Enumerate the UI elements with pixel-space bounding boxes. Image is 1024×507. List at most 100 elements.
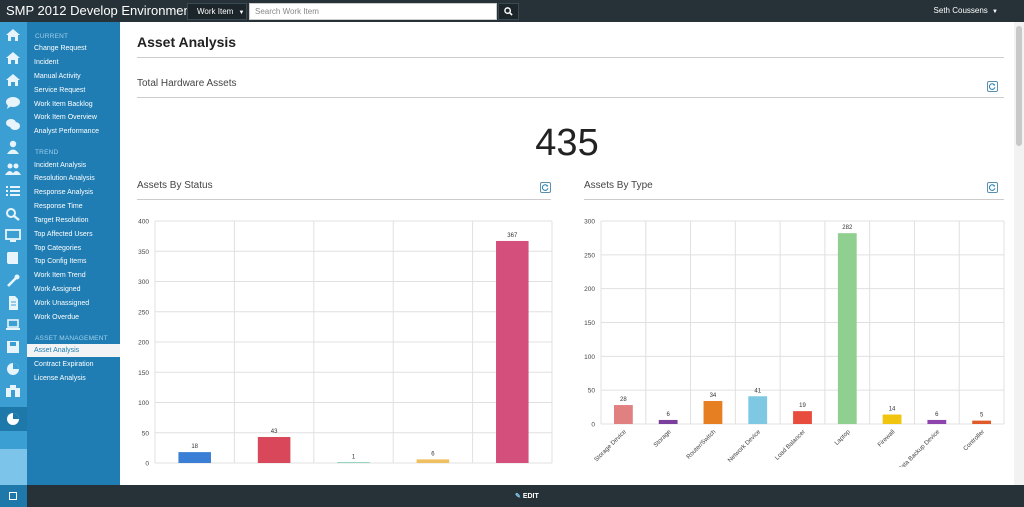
sidebar-item-resolution-analysis[interactable]: Resolution Analysis	[34, 175, 95, 182]
bar	[927, 419, 947, 424]
sidebar-item-incident-analysis[interactable]: Incident Analysis	[34, 162, 87, 169]
y-tick-label: 150	[138, 370, 149, 377]
sidebar-item-work-unassigned[interactable]: Work Unassigned	[34, 300, 90, 307]
sidebar-item-incident[interactable]: Incident	[34, 59, 59, 66]
y-tick-label: 0	[145, 461, 149, 468]
x-tick-label: Storage	[652, 428, 673, 449]
edit-button[interactable]: ✎ EDIT	[515, 492, 539, 500]
refresh-icon	[542, 184, 549, 191]
refresh-icon	[989, 184, 996, 191]
x-tick-label: Storage Device	[593, 428, 628, 463]
work-item-dropdown[interactable]: Work Item ▼	[187, 3, 247, 20]
x-tick-label: Controller	[962, 428, 986, 452]
sidebar-item-work-item-backlog[interactable]: Work Item Backlog	[34, 101, 93, 108]
sidebar-item-top-affected-users[interactable]: Top Affected Users	[34, 231, 93, 238]
total-hardware-value: 435	[535, 122, 599, 164]
pie-chart-icon[interactable]	[5, 412, 21, 426]
bar	[257, 436, 291, 463]
sidebar-item-manual-activity[interactable]: Manual Activity	[34, 73, 81, 80]
x-tick-label: Load Balancer	[774, 428, 807, 461]
comments-icon[interactable]	[5, 118, 21, 132]
sidebar-item-work-item-trend[interactable]: Work Item Trend	[34, 272, 86, 279]
bar	[337, 462, 370, 463]
sidebar-item-analyst-performance[interactable]: Analyst Performance	[34, 128, 99, 135]
list-icon[interactable]	[5, 184, 21, 198]
user-icon[interactable]	[5, 140, 21, 154]
total-hardware-title: Total Hardware Assets	[137, 78, 237, 89]
page-scrollbar[interactable]	[1014, 22, 1024, 485]
pencil-icon: ✎	[515, 493, 521, 500]
page-title: Asset Analysis	[137, 34, 237, 50]
bar	[613, 405, 633, 424]
bar	[703, 400, 723, 424]
y-tick-label: 250	[584, 252, 595, 259]
search-icon[interactable]	[5, 207, 21, 221]
refresh-total-button[interactable]	[987, 81, 998, 92]
data-label: 6	[935, 412, 939, 418]
data-label: 14	[889, 407, 896, 413]
user-menu[interactable]: Seth Coussens ▼	[934, 6, 998, 15]
save-icon[interactable]	[5, 340, 21, 354]
laptop-icon[interactable]	[5, 318, 21, 332]
bar	[748, 396, 768, 424]
monitor-icon[interactable]	[5, 229, 21, 243]
data-label: 19	[799, 403, 806, 409]
data-label: 34	[710, 393, 717, 399]
square-icon	[9, 492, 17, 500]
sidebar-header-current: CURRENT	[35, 33, 69, 40]
sidebar-item-work-assigned[interactable]: Work Assigned	[34, 286, 81, 293]
data-label: 6	[431, 451, 435, 457]
home-icon[interactable]	[5, 73, 21, 87]
bottom-toggle-button[interactable]	[0, 485, 27, 507]
pie-chart-icon[interactable]	[5, 362, 21, 376]
sidebar-item-license-analysis[interactable]: License Analysis	[34, 375, 86, 382]
type-divider	[584, 199, 1004, 200]
sidebar-item-asset-analysis[interactable]: Asset Analysis	[27, 344, 120, 357]
sidebar-item-contract-expiration[interactable]: Contract Expiration	[34, 361, 94, 368]
bar	[837, 233, 857, 424]
y-tick-label: 50	[588, 388, 596, 395]
bar	[416, 459, 450, 463]
data-label: 43	[271, 429, 278, 435]
refresh-type-button[interactable]	[987, 182, 998, 193]
sidebar-item-target-resolution[interactable]: Target Resolution	[34, 217, 89, 224]
data-label: 28	[620, 397, 627, 403]
sidebar-item-work-overdue[interactable]: Work Overdue	[34, 314, 79, 321]
sidebar-item-response-analysis[interactable]: Response Analysis	[34, 189, 94, 196]
refresh-status-button[interactable]	[540, 182, 551, 193]
file-icon[interactable]	[5, 296, 21, 310]
data-label: 282	[842, 225, 853, 231]
assets-by-type-title: Assets By Type	[584, 180, 653, 191]
sidebar-item-change-request[interactable]: Change Request	[34, 45, 87, 52]
assets-by-status-title: Assets By Status	[137, 180, 213, 191]
binoculars-icon[interactable]	[5, 384, 21, 398]
sidebar-item-response-time[interactable]: Response Time	[34, 203, 83, 210]
sidebar-item-top-categories[interactable]: Top Categories	[34, 245, 82, 252]
bottom-bar: ✎ EDIT	[0, 485, 1024, 507]
icon-rail	[0, 22, 27, 485]
users-icon[interactable]	[5, 162, 21, 176]
home-icon[interactable]	[5, 51, 21, 65]
app-title[interactable]: SMP 2012 Develop Environment	[6, 3, 195, 18]
work-item-dropdown-label: Work Item	[197, 7, 234, 16]
y-tick-label: 300	[138, 279, 149, 286]
search-button[interactable]	[498, 3, 519, 20]
home-icon[interactable]	[5, 28, 21, 42]
sidebar-item-service-request[interactable]: Service Request	[34, 87, 86, 94]
y-tick-label: 200	[584, 286, 595, 293]
comment-icon[interactable]	[5, 96, 21, 110]
search-input[interactable]	[249, 3, 497, 20]
book-icon[interactable]	[5, 251, 21, 265]
refresh-icon	[989, 83, 996, 90]
y-tick-label: 400	[138, 219, 149, 226]
wrench-icon[interactable]	[5, 274, 21, 288]
user-name: Seth Coussens	[933, 6, 988, 15]
sidebar-item-top-config-items[interactable]: Top Config Items	[34, 258, 87, 265]
sidebar-item-work-item-overview[interactable]: Work Item Overview	[34, 114, 97, 121]
y-tick-label: 350	[138, 249, 149, 256]
scrollbar-thumb[interactable]	[1016, 26, 1022, 146]
data-label: 1	[352, 454, 356, 460]
status-divider	[137, 199, 551, 200]
bar	[658, 419, 678, 424]
x-tick-label: Firewall	[876, 428, 896, 448]
